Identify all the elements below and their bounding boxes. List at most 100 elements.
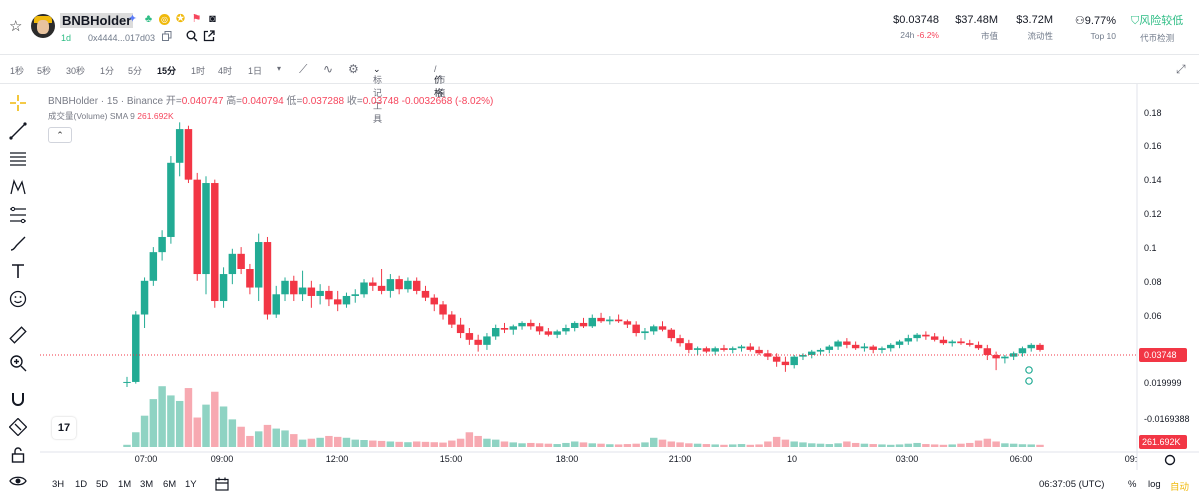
risk-check[interactable]: ⛉风险较低 代币检测 (1131, 12, 1183, 44)
candle-body (1027, 344, 1035, 349)
flame-icon: ⚑ (191, 13, 202, 25)
trade-marker-icon (1025, 377, 1033, 385)
price-stat: $0.03748 24h -6.2% (885, 14, 939, 40)
visibility-icon[interactable] (9, 472, 27, 490)
volume-bar (895, 444, 904, 447)
pattern-icon[interactable] (9, 178, 27, 196)
range-1m[interactable]: 1M (118, 479, 132, 490)
candle-body (421, 290, 430, 298)
interval-1s[interactable]: 1秒 (10, 66, 25, 76)
interval-15m[interactable]: 15分 (157, 66, 177, 76)
magnet-icon[interactable] (9, 390, 27, 408)
ruler-icon[interactable] (9, 326, 27, 344)
brush-icon[interactable] (9, 234, 27, 252)
text-tool-icon[interactable] (9, 262, 27, 280)
candle-body (237, 253, 245, 269)
crosshair-icon[interactable] (9, 94, 27, 112)
range-3h[interactable]: 3H (52, 479, 65, 490)
indicators-icon[interactable]: ⟋ (299, 62, 308, 76)
lock-drawings-icon[interactable] (9, 418, 27, 436)
favorite-star-icon[interactable]: ☆ (9, 18, 23, 35)
clock-readout[interactable]: 06:37:05 (UTC) (1039, 479, 1105, 490)
volume-bar (570, 441, 579, 447)
emoji-icon[interactable] (9, 290, 27, 308)
log-toggle[interactable]: log (1148, 479, 1161, 490)
horizontal-lines-icon[interactable] (9, 150, 27, 168)
candle-body (729, 348, 737, 350)
candle-body (570, 322, 579, 328)
candle-body (878, 348, 886, 350)
volume-bar (456, 438, 465, 447)
candle-body (290, 280, 298, 295)
lock-icon[interactable] (9, 446, 27, 464)
candle-body (430, 297, 438, 305)
candle-body (325, 290, 333, 300)
range-6m[interactable]: 6M (163, 479, 177, 490)
price-mcap-toggle[interactable]: 价格 / 市值 (434, 64, 446, 98)
interval-1h[interactable]: 1时 (191, 66, 206, 76)
interval-5m[interactable]: 5分 (128, 66, 143, 76)
candle-body (132, 314, 140, 382)
volume-bar (878, 444, 886, 447)
tradingview-logo[interactable]: 17 (52, 417, 76, 439)
interval-1d[interactable]: 1日 (248, 66, 263, 76)
fib-icon[interactable] (9, 206, 27, 224)
last-price-tag (1139, 348, 1187, 362)
fullscreen-icon[interactable]: ⤢ (1176, 62, 1186, 76)
volume-bar (167, 395, 175, 447)
range-1y[interactable]: 1Y (185, 479, 197, 490)
copy-icon[interactable] (162, 31, 172, 41)
external-link-icon[interactable] (203, 30, 215, 42)
trend-line-icon[interactable] (9, 122, 27, 140)
range-1d[interactable]: 1D (75, 479, 88, 490)
volume-bar (720, 444, 728, 447)
interval-5s[interactable]: 5秒 (37, 66, 52, 76)
candle-body (518, 322, 526, 327)
candle-body (597, 317, 605, 322)
chart-settings-icon[interactable] (1164, 454, 1176, 466)
volume-bar (746, 444, 755, 447)
volume-bar (632, 443, 640, 447)
compare-icon[interactable]: ∿ (323, 62, 334, 76)
auto-scale-toggle[interactable]: 自动 (1170, 482, 1190, 493)
candle-body (377, 285, 386, 291)
volume-bar (790, 441, 798, 447)
liquidity-value: $3.72M (1016, 14, 1053, 26)
market-cap-label: 市值 (980, 31, 998, 41)
change-period: 24h (900, 30, 915, 40)
high-label: 高= (226, 96, 243, 107)
volume-bar (290, 434, 298, 447)
collapse-legend-button[interactable]: ⌃ (48, 127, 72, 143)
percent-toggle[interactable]: % (1128, 479, 1137, 490)
candle-body (632, 324, 640, 334)
top10-label: Top 10 (1090, 31, 1116, 41)
candle-body (456, 324, 465, 334)
candle-body (527, 322, 535, 327)
more-intervals-icon[interactable]: ▾ (277, 64, 282, 73)
interval-4h[interactable]: 4时 (218, 66, 233, 76)
interval-1m[interactable]: 1分 (100, 66, 115, 76)
mcap-toggle-label: 市值 (436, 75, 446, 98)
calendar-icon[interactable] (215, 477, 229, 491)
candle-body (799, 354, 807, 357)
candle-body (825, 346, 834, 350)
zoom-in-icon[interactable] (9, 354, 27, 372)
top10-number: 9.77% (1084, 15, 1116, 27)
volume-bar (342, 437, 351, 447)
range-3m[interactable]: 3M (140, 479, 154, 490)
interval-30s[interactable]: 30秒 (66, 66, 86, 76)
drawing-tools-menu[interactable]: 标记工具 ⌄ (373, 64, 383, 124)
volume-bar (149, 399, 158, 447)
x-tick-label: 10 (787, 454, 797, 464)
candle-body (219, 274, 228, 302)
candle-body (720, 348, 728, 350)
token-name: BNBHolder (60, 13, 134, 28)
range-5d[interactable]: 5D (96, 479, 109, 490)
coin-icon: ◎ (159, 14, 170, 25)
x-tick-label: 09: (1125, 454, 1138, 464)
price-chart[interactable]: 0.18 0.16 0.14 0.12 0.1 0.08 0.06 0.019999 -0.01… (40, 84, 1199, 470)
candle-body (211, 183, 219, 302)
risk-label: 代币检测 (1140, 33, 1175, 43)
settings-icon[interactable]: ⚙ (348, 62, 359, 76)
search-icon[interactable] (186, 30, 198, 42)
